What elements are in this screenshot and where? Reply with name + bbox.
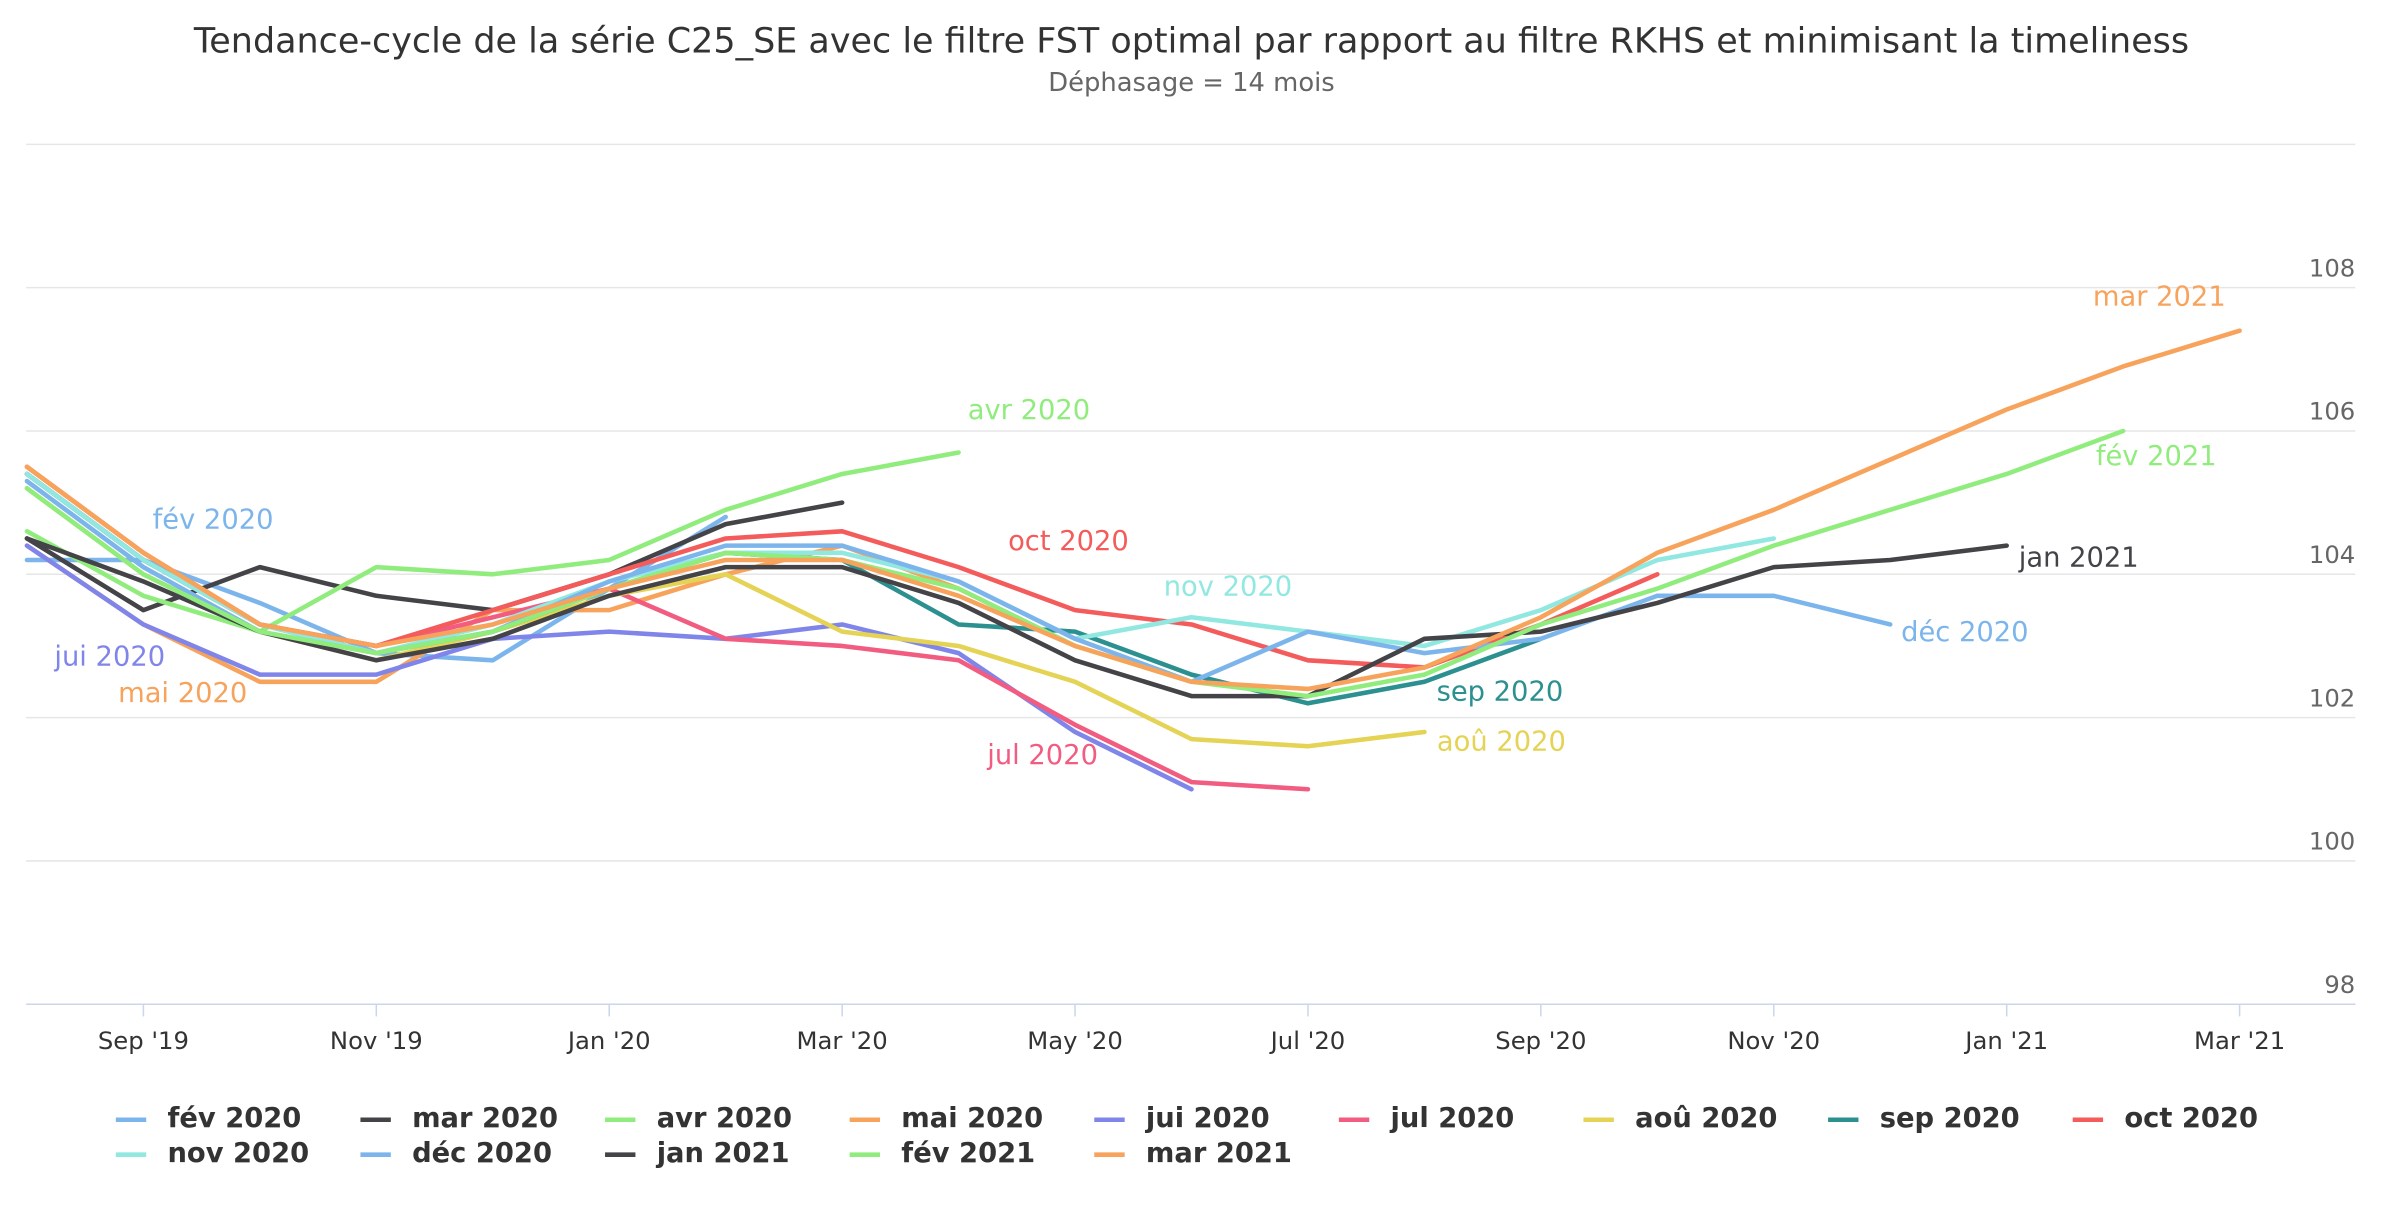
legend-label[interactable]: aoû 2020 xyxy=(1635,1103,1777,1134)
x-tick-label: Jul '20 xyxy=(1269,1026,1346,1055)
y-tick-label: 108 xyxy=(2309,253,2355,282)
legend-label[interactable]: mai 2020 xyxy=(901,1103,1043,1134)
series-end-label: jui 2020 xyxy=(53,641,165,672)
series-end-label: aoû 2020 xyxy=(1437,726,1566,757)
series-end-label: fév 2020 xyxy=(153,505,274,536)
legend-label[interactable]: avr 2020 xyxy=(657,1103,792,1134)
legend-label[interactable]: mar 2021 xyxy=(1146,1138,1292,1169)
x-tick-label: Jan '21 xyxy=(1963,1026,2048,1055)
y-tick-label: 106 xyxy=(2309,397,2355,426)
x-tick-label: Sep '20 xyxy=(1495,1026,1586,1055)
y-tick-label: 104 xyxy=(2309,540,2355,569)
legend-label[interactable]: oct 2020 xyxy=(2124,1103,2258,1134)
x-tick-label: Mar '20 xyxy=(797,1026,888,1055)
series-end-label: oct 2020 xyxy=(1008,526,1129,557)
series-end-label: mar 2021 xyxy=(2093,281,2226,312)
x-tick-label: Mar '21 xyxy=(2194,1026,2285,1055)
series-end-label: jul 2020 xyxy=(986,740,1098,771)
series-line xyxy=(24,536,2009,699)
legend-label[interactable]: jui 2020 xyxy=(1145,1103,1270,1134)
chart-subtitle: Déphasage = 14 mois xyxy=(1048,68,1335,98)
series-end-label: sep 2020 xyxy=(1437,676,1564,707)
legend-label[interactable]: fév 2020 xyxy=(167,1103,301,1134)
series-end-label: fév 2021 xyxy=(2096,441,2217,472)
series-line xyxy=(24,471,1777,656)
y-tick-label: 98 xyxy=(2324,970,2355,999)
y-tick-label: 102 xyxy=(2309,683,2355,712)
legend-label[interactable]: jan 2021 xyxy=(656,1138,790,1169)
series-end-label: nov 2020 xyxy=(1164,571,1292,602)
series-end-label: jan 2021 xyxy=(2018,543,2139,574)
y-tick-label: 100 xyxy=(2309,827,2355,856)
x-tick-label: Nov '20 xyxy=(1727,1026,1820,1055)
series-end-label: avr 2020 xyxy=(968,395,1090,426)
legend-label[interactable]: jul 2020 xyxy=(1390,1103,1515,1134)
series-end-label: mai 2020 xyxy=(118,678,247,709)
legend-label[interactable]: sep 2020 xyxy=(1880,1103,2020,1134)
series-end-label: déc 2020 xyxy=(1901,617,2028,648)
x-tick-label: Jan '20 xyxy=(566,1026,651,1055)
legend-label[interactable]: déc 2020 xyxy=(412,1138,552,1169)
x-tick-label: May '20 xyxy=(1027,1026,1123,1055)
chart-title: Tendance-cycle de la série C25_SE avec l… xyxy=(193,22,2189,62)
x-tick-label: Sep '19 xyxy=(98,1026,189,1055)
legend-label[interactable]: fév 2021 xyxy=(901,1138,1035,1169)
x-tick-label: Nov '19 xyxy=(330,1026,423,1055)
series-line xyxy=(24,450,961,634)
series-line xyxy=(24,328,2242,692)
legend-label[interactable]: mar 2020 xyxy=(412,1103,558,1134)
legend-label[interactable]: nov 2020 xyxy=(167,1138,309,1169)
